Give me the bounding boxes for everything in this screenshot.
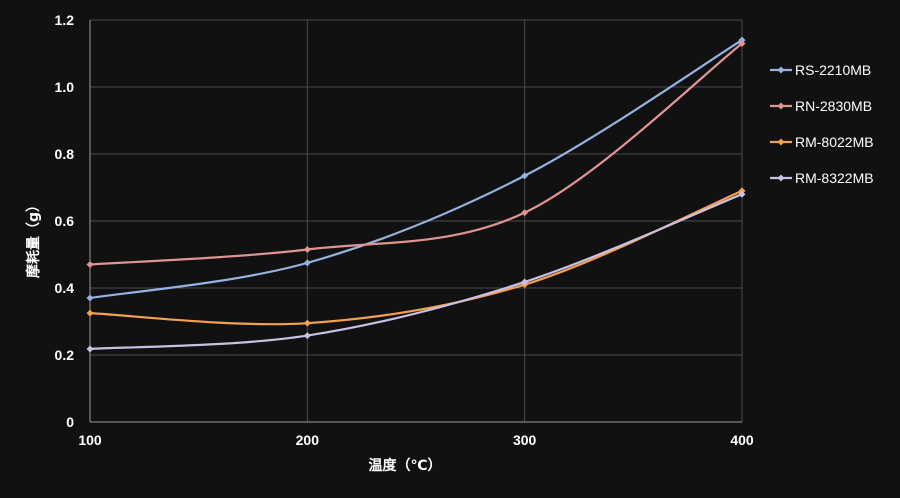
x-tick-label: 300 xyxy=(513,432,537,448)
legend-item: RM-8022MB xyxy=(770,134,874,150)
series-line xyxy=(89,39,743,300)
data-point xyxy=(86,309,94,317)
data-point xyxy=(738,190,746,198)
series-RM-8322MB xyxy=(86,190,746,353)
grid xyxy=(90,19,743,422)
legend-label: RM-8022MB xyxy=(795,134,874,150)
legend-swatch-marker xyxy=(777,174,785,182)
y-tick-label: 0.2 xyxy=(55,347,75,363)
y-tick-label: 1.0 xyxy=(55,79,75,95)
series-RM-8022MB xyxy=(86,187,746,327)
series-line xyxy=(89,189,743,326)
data-point xyxy=(521,278,529,286)
data-point xyxy=(86,345,94,353)
series-RN-2830MB xyxy=(86,39,746,269)
data-point xyxy=(303,332,311,340)
data-point xyxy=(521,209,529,217)
legend-label: RS-2210MB xyxy=(795,62,871,78)
series-line xyxy=(89,42,743,266)
data-point xyxy=(738,39,746,47)
legend-label: RM-8322MB xyxy=(795,170,874,186)
y-tick-label: 0.4 xyxy=(55,280,75,296)
x-tick-label: 400 xyxy=(730,432,754,448)
y-tick-label: 0 xyxy=(66,414,74,430)
data-point xyxy=(303,319,311,327)
y-tick-label: 1.2 xyxy=(55,12,75,28)
legend-swatch-marker xyxy=(777,66,785,74)
axes: 0 0.2 0.4 0.6 0.8 1.0 1.2 100 200 300 400 xyxy=(55,12,754,448)
legend-swatch-marker xyxy=(777,138,785,146)
y-tick-label: 0.8 xyxy=(55,146,75,162)
legend-swatch-marker xyxy=(777,102,785,110)
data-point xyxy=(86,261,94,269)
x-tick-label: 100 xyxy=(78,432,102,448)
series-layer xyxy=(86,36,746,353)
x-tick-label: 200 xyxy=(296,432,320,448)
data-point xyxy=(521,172,529,180)
legend-label: RN-2830MB xyxy=(795,98,872,114)
legend: RS-2210MB RN-2830MB RM-8022MB RM-8322MB xyxy=(770,62,874,186)
series-RS-2210MB xyxy=(86,36,746,302)
legend-item: RS-2210MB xyxy=(770,62,871,78)
data-point xyxy=(303,245,311,253)
y-axis-title: 摩耗量（g） xyxy=(25,198,42,278)
data-point xyxy=(86,294,94,302)
data-point xyxy=(303,259,311,267)
legend-item: RN-2830MB xyxy=(770,98,872,114)
series-line xyxy=(89,193,743,351)
legend-item: RM-8322MB xyxy=(770,170,874,186)
y-tick-label: 0.6 xyxy=(55,213,75,229)
x-axis-title: 温度（℃） xyxy=(369,457,442,474)
